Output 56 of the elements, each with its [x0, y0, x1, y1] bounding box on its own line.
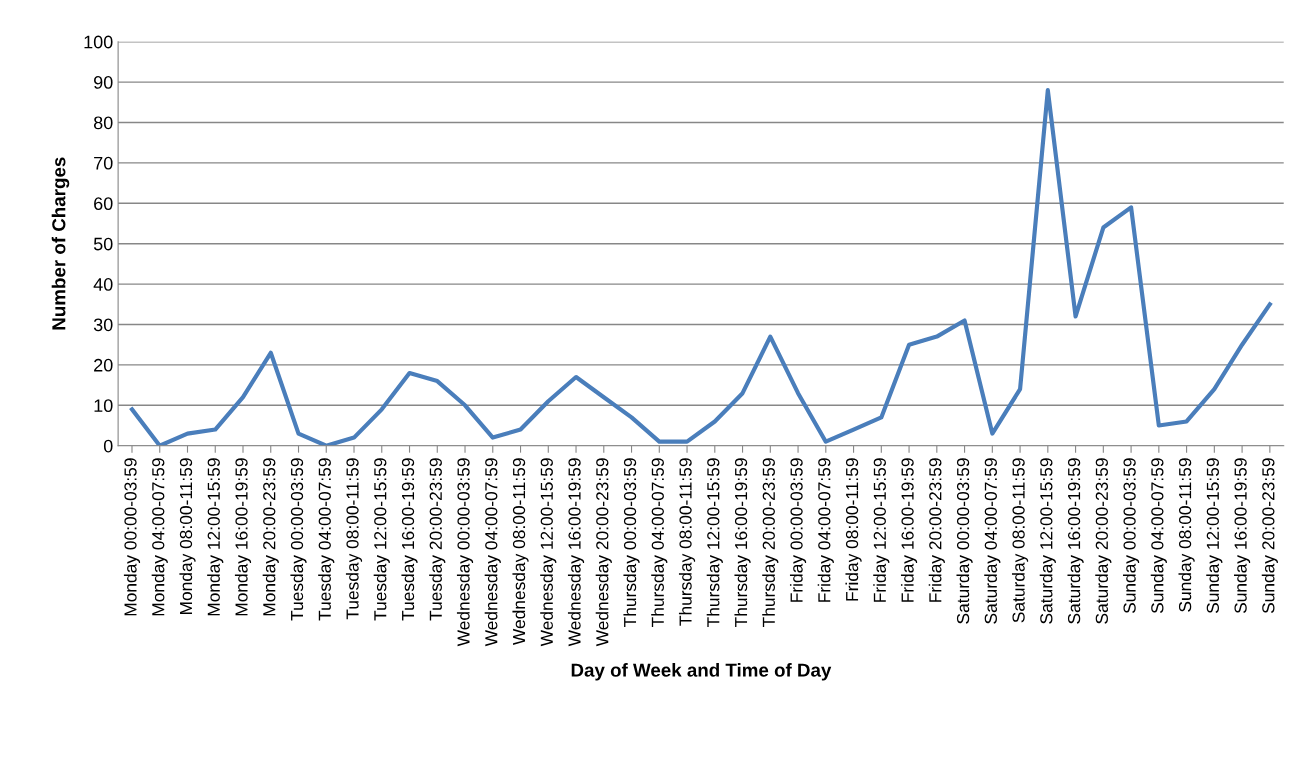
- x-tick-label: Monday 00:00-03:59: [123, 458, 141, 616]
- x-axis-title: Day of Week and Time of Day: [571, 663, 832, 681]
- x-tick-label: Tuesday 12:00-15:59: [373, 458, 390, 621]
- x-tick-label: Monday 20:00-23:59: [262, 458, 279, 616]
- x-tick-label: Sunday 04:00-07:59: [1150, 458, 1167, 614]
- y-tick-label: 40: [93, 278, 113, 291]
- x-tick-label: Monday 12:00-15:59: [207, 458, 224, 616]
- y-tick-label: 30: [93, 318, 113, 332]
- x-tick-label: Friday 16:00-19:59: [900, 458, 918, 602]
- x-tick-label: Wednesday 04:00-07:59: [484, 458, 501, 647]
- x-tick-label: Friday 04:00-07:59: [817, 458, 834, 602]
- y-tick-label: 10: [94, 399, 113, 413]
- line-series: [129, 88, 1272, 446]
- x-tick-label: Friday 20:00-23:59: [928, 458, 945, 602]
- x-tick-label: Thursday 00:00-03:59: [623, 458, 640, 627]
- x-tick-label: Saturday 08:00-11:59: [1011, 458, 1029, 623]
- x-tick-label: Thursday 04:00-07:59: [651, 458, 668, 627]
- x-tick-label: Wednesday 16:00-19:59: [567, 458, 585, 647]
- x-tick-label: Sunday 08:00-11:59: [1178, 458, 1195, 612]
- x-tick-label: Thursday 20:00-23:59: [762, 458, 779, 627]
- y-axis-title: Number of Charges: [51, 157, 70, 330]
- x-tick-label: Saturday 20:00-23:59: [1095, 458, 1112, 624]
- x-tick-label: Wednesday 20:00-23:59: [595, 458, 612, 647]
- x-tick-label: Friday 12:00-15:59: [873, 458, 890, 602]
- x-tick-label: Sunday 20:00-23:59: [1261, 458, 1278, 614]
- x-tick-label: Sunday 16:00-19:59: [1234, 458, 1251, 614]
- x-tick-label: Tuesday 20:00-23:59: [429, 458, 446, 621]
- x-tick-label: Saturday 12:00-15:59: [1039, 458, 1056, 624]
- x-tick-label: Thursday 16:00-19:59: [734, 458, 751, 627]
- x-tick-label: Saturday 04:00-07:59: [984, 458, 1001, 624]
- x-tick-label: Thursday 12:00-15:59: [706, 458, 723, 627]
- y-tick-label: 50: [93, 237, 113, 251]
- y-tick-label: 70: [94, 156, 113, 170]
- x-tick-label: Monday 08:00-11:59: [179, 458, 196, 615]
- x-tick-label: Friday 08:00-11:59: [845, 458, 862, 601]
- y-tick-label: 80: [93, 116, 113, 130]
- x-tick-label: Friday 00:00-03:59: [789, 458, 807, 602]
- x-tick-label: Wednesday 12:00-15:59: [540, 458, 557, 647]
- x-tick-label: Thursday 08:00-11:59: [678, 458, 696, 626]
- y-tick-label: 90: [94, 76, 113, 89]
- x-tick-label: Monday 04:00-07:59: [151, 458, 168, 616]
- x-tick-label: Sunday 00:00-03:59: [1122, 458, 1140, 614]
- x-tick-label: Saturday 00:00-03:59: [956, 458, 973, 624]
- x-tick-label: Wednesday 08:00-11:59: [512, 458, 529, 646]
- x-tick-label: Tuesday 00:00-03:59: [290, 458, 307, 621]
- x-tick-label: Sunday 12:00-15:59: [1206, 458, 1223, 614]
- x-tick-label: Tuesday 08:00-11:59: [345, 458, 363, 620]
- x-tick-label: Tuesday 16:00-19:59: [401, 458, 418, 621]
- y-tick-label: 100: [84, 35, 113, 49]
- x-tick-label: Saturday 16:00-19:59: [1067, 458, 1084, 624]
- y-tick-label: 20: [94, 358, 113, 372]
- x-tick-label: Wednesday 00:00-03:59: [456, 458, 474, 647]
- x-tick-label: Monday 16:00-19:59: [234, 458, 252, 616]
- y-tick-label: 0: [103, 439, 113, 453]
- y-tick-label: 60: [94, 197, 113, 211]
- x-tick-label: Tuesday 04:00-07:59: [318, 458, 335, 621]
